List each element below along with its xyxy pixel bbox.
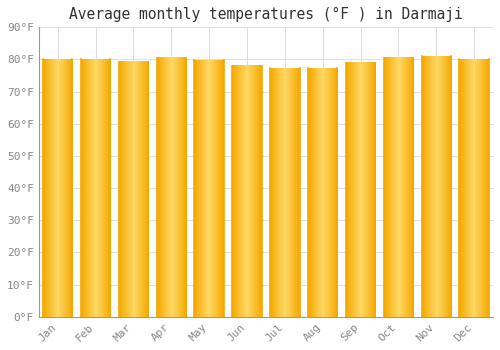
Title: Average monthly temperatures (°F ) in Darmaji: Average monthly temperatures (°F ) in Da… [69, 7, 463, 22]
